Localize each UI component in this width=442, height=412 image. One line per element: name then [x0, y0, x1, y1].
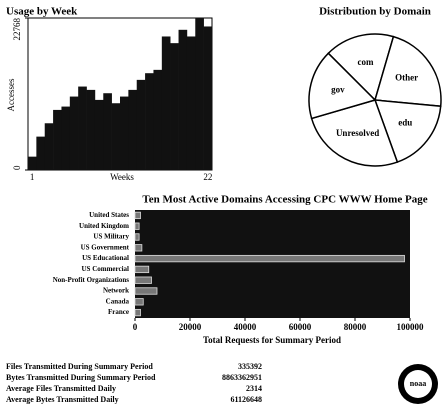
- x-tick-label: 40000: [234, 322, 257, 332]
- pie-label: edu: [398, 118, 412, 128]
- bar: [128, 89, 138, 170]
- x-axis-label: Total Requests for Summary Period: [203, 335, 341, 345]
- x-tick-label: 0: [133, 322, 138, 332]
- bar: [134, 233, 140, 241]
- pie-label: Unresolved: [336, 128, 379, 138]
- stat-value: 61126648: [230, 395, 262, 404]
- y-tick-label: United Kingdom: [79, 222, 129, 230]
- bar: [61, 106, 71, 170]
- bar: [111, 103, 121, 170]
- bar: [134, 265, 150, 274]
- y-tick-label: France: [108, 308, 129, 316]
- pie-slice: [374, 35, 442, 108]
- pie-label: com: [357, 57, 373, 67]
- bar: [53, 109, 62, 170]
- bar: [134, 222, 140, 230]
- stat-value: 8863362951: [222, 373, 262, 382]
- bar: [134, 276, 152, 284]
- x-tick-label: 80000: [344, 322, 367, 332]
- bar: [36, 136, 46, 170]
- x-tick-label: 22: [203, 172, 212, 182]
- bar: [44, 123, 54, 170]
- pie-label: gov: [331, 85, 345, 95]
- y-axis-label: Accesses: [6, 78, 16, 111]
- bar: [134, 298, 144, 306]
- bar: [120, 96, 129, 170]
- x-tick-label: 100000: [397, 322, 425, 332]
- bar: [69, 96, 79, 170]
- stat-value: 2314: [246, 384, 262, 393]
- bar: [153, 69, 163, 170]
- bar: [170, 43, 179, 170]
- bar: [145, 73, 154, 170]
- logo-text: noaa: [410, 379, 426, 388]
- y-tick-label: Non-Profit Organizations: [53, 276, 130, 284]
- plot-area: [135, 210, 410, 318]
- bar: [103, 93, 112, 170]
- bar: [86, 89, 96, 170]
- x-tick-label: 20000: [179, 322, 202, 332]
- pie-label: Other: [395, 73, 418, 83]
- pie-slice: [373, 99, 442, 164]
- bar: [203, 26, 213, 171]
- bar: [134, 254, 405, 263]
- bar: [195, 18, 204, 170]
- y-tick-label: United States: [89, 211, 129, 219]
- pie-slice: [310, 99, 399, 167]
- bar: [134, 244, 143, 252]
- stat-label: Bytes Transmitted During Summary Period: [6, 373, 156, 382]
- y-tick-label: Network: [103, 287, 129, 295]
- y-tick-label: 22768: [12, 18, 22, 41]
- bar: [28, 156, 37, 170]
- x-axis-label: Weeks: [110, 172, 134, 182]
- y-tick-label: US Educational: [82, 254, 129, 262]
- bar: [186, 36, 196, 170]
- bar: [136, 79, 146, 170]
- y-tick-label: US Government: [81, 243, 130, 251]
- bar: [134, 211, 141, 220]
- bar: [134, 287, 158, 295]
- bar: [178, 29, 188, 170]
- stat-value: 335392: [238, 362, 262, 371]
- bar: [161, 36, 171, 170]
- logo-inner: [404, 370, 432, 398]
- hbar-title: Ten Most Active Domains Accessing CPC WW…: [142, 194, 427, 206]
- pie-title: Distribution by Domain: [319, 6, 431, 18]
- stat-label: Average Files Transmitted Daily: [6, 384, 116, 393]
- bar: [134, 308, 141, 317]
- y-tick-label: US Military: [93, 233, 129, 241]
- bar: [94, 99, 104, 170]
- usage-title: Usage by Week: [6, 6, 78, 18]
- bar: [78, 86, 87, 170]
- y-tick-label: 0: [12, 165, 22, 170]
- pie-slice: [308, 52, 377, 120]
- y-tick-label: Canada: [106, 297, 130, 305]
- stat-label: Files Transmitted During Summary Period: [6, 362, 153, 371]
- x-tick-label: 60000: [289, 322, 312, 332]
- stat-label: Average Bytes Transmitted Daily: [6, 395, 119, 404]
- x-tick-label: 1: [30, 172, 35, 182]
- pie-slice: [327, 33, 395, 102]
- y-tick-label: US Commercial: [82, 265, 130, 273]
